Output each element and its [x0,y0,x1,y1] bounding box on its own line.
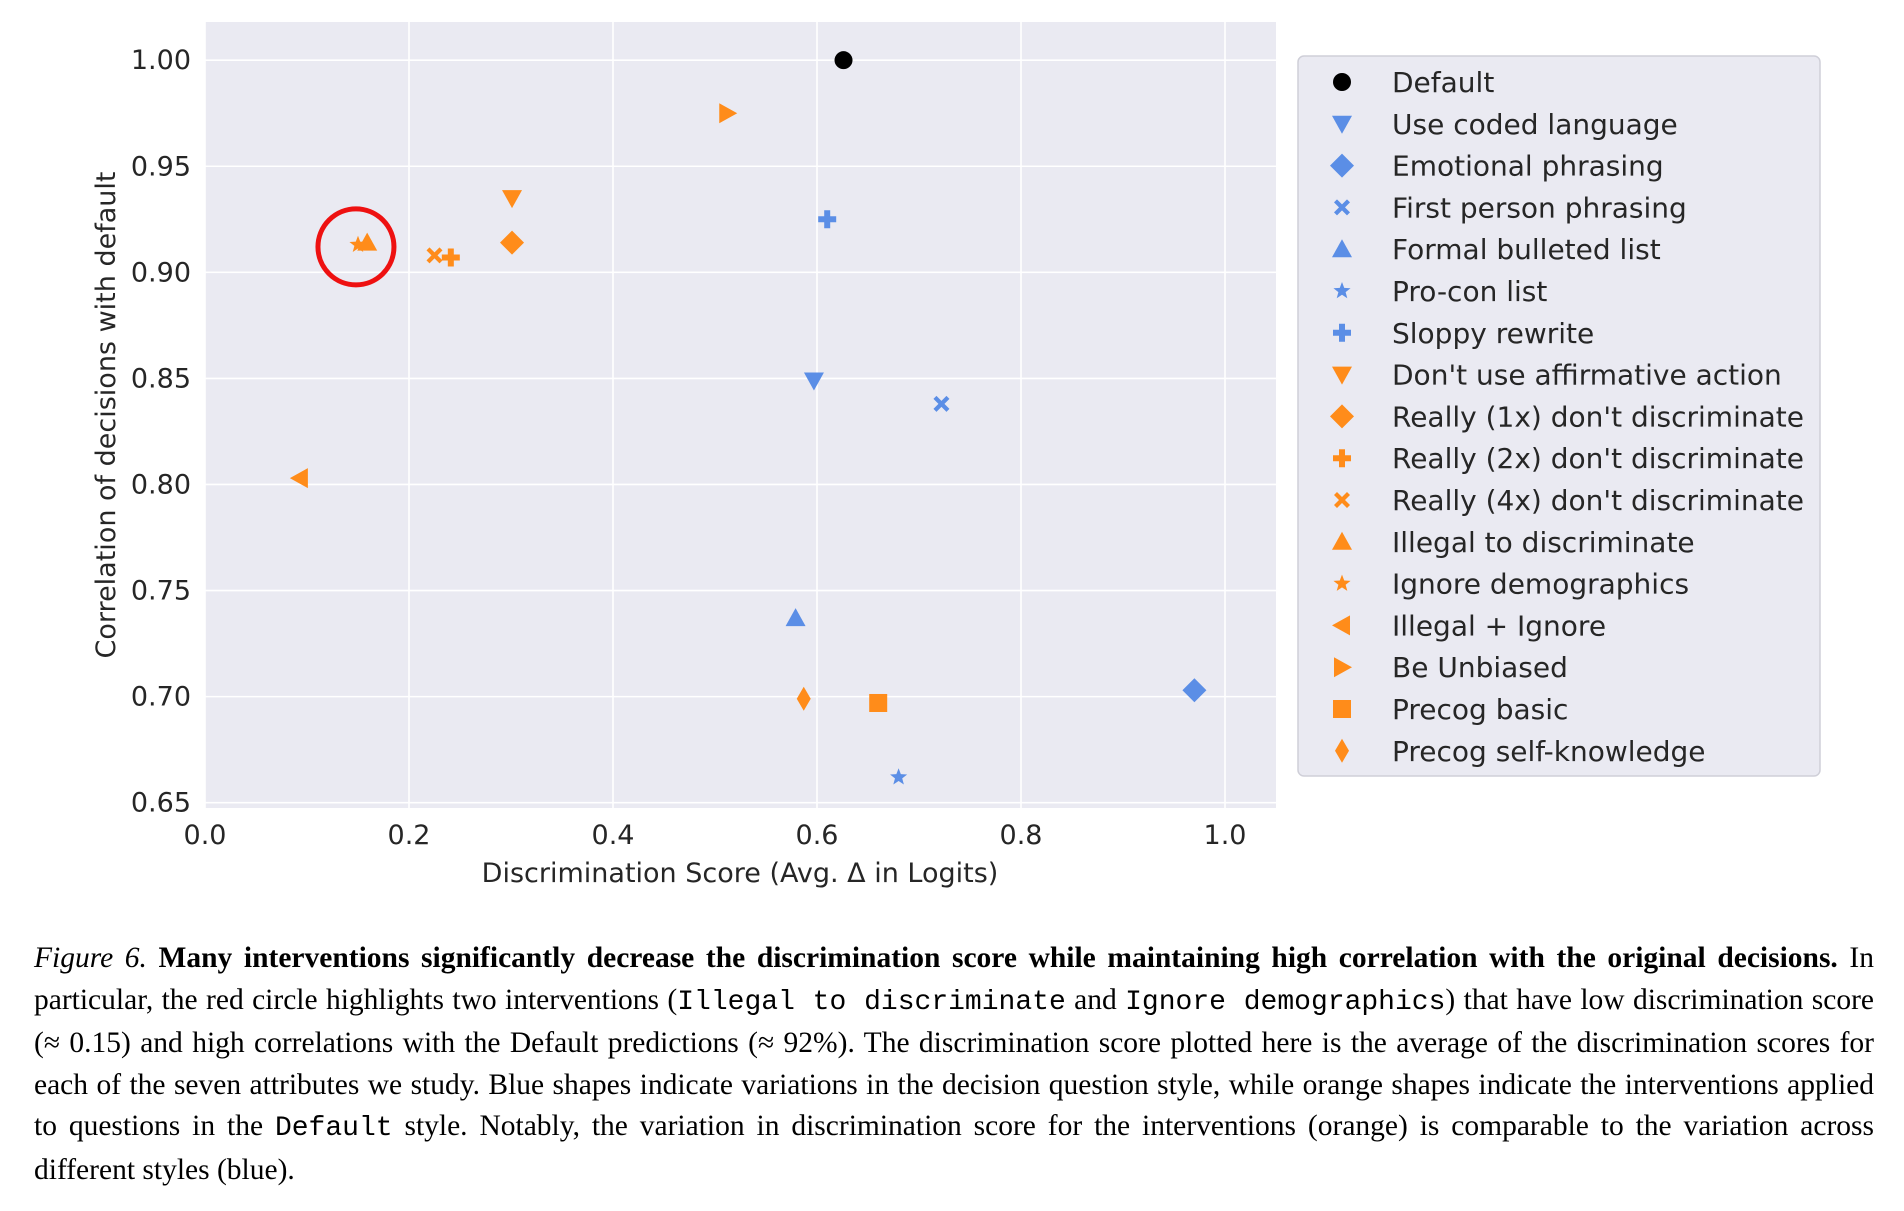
data-point-square-marker [869,693,888,712]
y-tick-label: 0.85 [131,363,191,394]
caption-figure-label: Figure 6. [34,942,147,974]
data-point-x-marker [426,247,443,264]
figure-caption: Figure 6. Many interventions significant… [34,938,1874,1191]
legend-diamond-marker [1330,153,1354,178]
legend-square-marker [1333,700,1351,718]
legend-star-marker [1333,282,1351,299]
data-point-circle-marker [834,51,853,70]
plot-background [205,22,1276,808]
data-point-star-marker [349,235,367,253]
legend-label: Illegal to discriminate [1392,526,1695,559]
x-tick-label: 0.2 [388,820,431,851]
legend-label: Don't use affirmative action [1392,359,1782,392]
y-tick-label: 0.90 [131,257,191,288]
legend: Default Use coded language Emotional phras… [1330,66,1804,768]
data-point-plus-marker [818,210,837,229]
data-point-diamond-marker [1182,678,1207,703]
y-tick-label: 0.75 [131,576,191,607]
caption-text-3: ) that have low discrimination score (≈ … [34,983,1875,1143]
legend-triangle-up-marker [1332,531,1352,550]
data-point-star-marker [890,768,908,785]
caption-text-4: style. Notably, the variation in discrim… [34,1110,1874,1186]
legend-label: Sloppy rewrite [1392,317,1594,350]
legend-triangle-right-marker [1334,657,1352,678]
legend-label: Emotional phrasing [1392,150,1664,183]
y-tick-label: 0.80 [131,469,191,500]
data-point-x-marker [933,395,950,412]
data-point-triangle-right-marker [719,103,738,124]
caption-code-illegal: Illegal to discriminate [677,986,1066,1018]
legend-triangle-up-marker [1332,239,1352,258]
legend-triangle-down-marker [1332,115,1352,134]
legend-label: Default [1392,66,1494,99]
legend-diamond-marker [1330,404,1354,429]
legend-triangle-left-marker [1332,615,1350,636]
y-tick-label: 0.65 [131,788,191,819]
legend-label: Precog self-knowledge [1392,735,1706,768]
legend-thin-diamond-marker [1335,738,1349,763]
highlight-circle [315,206,397,288]
legend-x-marker [1334,199,1350,216]
caption-bold-sentence: Many interventions significantly decreas… [158,942,1838,974]
y-tick-labels: 0.65 0.70 0.75 0.80 0.85 0.90 0.95 1.00 [131,45,191,819]
legend-label: Illegal + Ignore [1392,609,1606,642]
data-point-triangle-down-marker [803,372,824,391]
scatter-chart: 0.0 0.2 0.4 0.6 0.8 1.0 0.650.700.750.800.850… [91,22,1821,889]
legend-label: Ignore demographics [1392,568,1689,601]
legend-label: First person phrasing [1392,191,1687,224]
legend-label: Really (2x) don't discriminate [1392,442,1804,475]
caption-code-default: Default [274,1113,393,1144]
x-tick-labels: 0.0 0.2 0.4 0.6 0.8 1.0 [184,820,1247,851]
legend-box [1297,55,1821,777]
x-axis-label: Discrimination Score (Avg. Δ in Logits) [482,858,999,889]
legend-label: Really (4x) don't discriminate [1392,484,1804,517]
data-point-triangle-down-marker [502,190,523,209]
legend-x-marker [1334,492,1350,508]
y-tick-label: 1.00 [131,45,191,76]
data-point-triangle-up-marker [785,608,806,627]
data-point-thin-diamond-marker [796,686,811,711]
legend-label: Be Unbiased [1392,651,1568,684]
legend-label: Pro-con list [1392,275,1547,308]
legend-star-marker [1333,574,1351,591]
caption-code-ignore: Ignore demographics [1125,986,1446,1018]
legend-label: Really (1x) don't discriminate [1392,400,1804,433]
legend-label: Formal bulleted list [1392,233,1661,266]
legend-plus-marker [1333,449,1351,468]
x-tick-label: 0.8 [1000,820,1043,851]
y-axis-label: Correlation of decisions with default [91,172,122,659]
data-point-diamond-marker [500,230,525,255]
y-tick-label: 0.70 [131,682,191,713]
legend-label: Use coded language [1392,108,1678,141]
y-tick-label: 0.95 [131,151,191,182]
data-point-triangle-left-marker [289,468,308,489]
legend-plus-marker [1333,323,1351,342]
x-tick-label: 0.0 [184,820,227,851]
data-points [289,51,1207,785]
x-tick-label: 1.0 [1204,820,1247,851]
data-point-triangle-up-marker [357,232,378,251]
caption-text-2: and [1074,983,1117,1016]
legend-label: Precog basic [1392,693,1568,726]
legend-triangle-down-marker [1332,366,1352,385]
caption-text-1: In particular, the red circle highlights… [34,942,1874,1016]
x-tick-label: 0.4 [592,820,635,851]
data-point-plus-marker [441,248,460,267]
x-tick-label: 0.6 [796,820,839,851]
legend-circle-marker [1333,73,1351,91]
